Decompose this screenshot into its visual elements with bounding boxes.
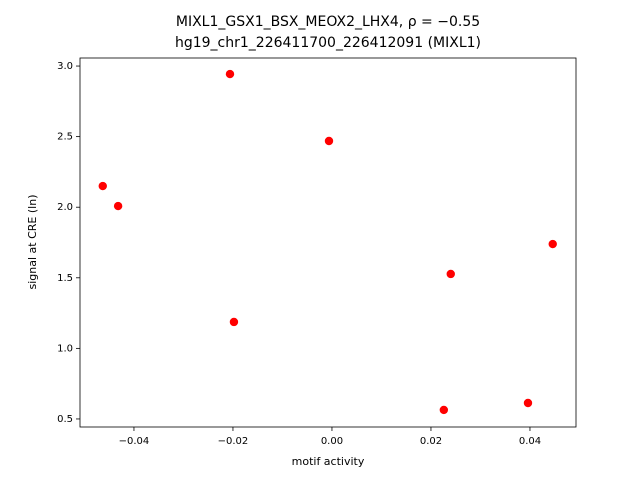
plot-frame xyxy=(79,57,577,428)
point xyxy=(523,398,533,408)
x-tick-label: 0.00 xyxy=(321,436,343,447)
y-tick-label: 1.0 xyxy=(57,343,73,354)
x-tick-label: −0.04 xyxy=(119,436,150,447)
x-axis-label: motif activity xyxy=(292,455,365,468)
x-tick-label: 0.04 xyxy=(519,436,541,447)
point xyxy=(439,405,449,415)
point xyxy=(113,201,123,211)
point xyxy=(225,69,235,79)
y-tick-label: 0.5 xyxy=(57,414,73,425)
point xyxy=(548,239,557,249)
point xyxy=(98,181,107,191)
chart-subtitle: hg19_chr1_226411700_226412091 (MIXL1) xyxy=(175,35,481,51)
x-tick-label: −0.02 xyxy=(218,436,249,447)
y-tick-label: 1.5 xyxy=(57,273,73,284)
y-tick-label: 3.0 xyxy=(57,61,73,72)
x-tick-label: 0.02 xyxy=(420,436,442,447)
y-tick-label: 2.0 xyxy=(57,202,73,213)
point xyxy=(229,317,239,327)
y-tick-label: 2.5 xyxy=(57,132,73,143)
chart-title: MIXL1_GSX1_BSX_MEOX2_LHX4, ρ = −0.55 xyxy=(176,14,480,30)
y-axis-label: signal at CRE (ln) xyxy=(26,195,39,290)
point xyxy=(446,269,455,279)
point xyxy=(324,136,334,146)
